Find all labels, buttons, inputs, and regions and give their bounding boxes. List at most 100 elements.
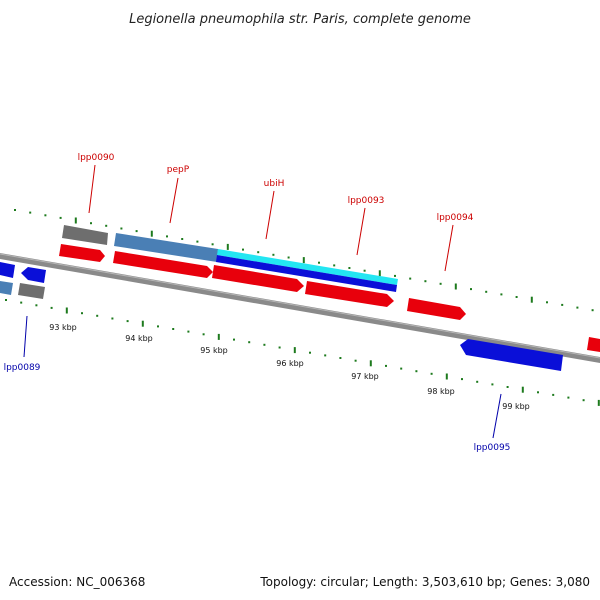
minor-tick [5, 299, 7, 301]
minor-tick [470, 288, 472, 291]
highlight-ubiH-cyan [217, 249, 398, 285]
major-tick [445, 373, 448, 380]
scale-label: 93 kbp [49, 323, 77, 332]
major-tick [150, 230, 153, 237]
minor-tick [476, 380, 479, 383]
gene-label-lpp0093[interactable]: lpp0093 [348, 196, 385, 206]
accession-text: Accession: NC_006368 [9, 575, 145, 589]
minor-tick [354, 359, 357, 362]
minor-tick [248, 341, 251, 344]
minor-tick [537, 391, 539, 394]
gene-label-ubiH[interactable]: ubiH [264, 179, 285, 189]
major-tick [226, 243, 229, 250]
minor-tick [59, 216, 62, 219]
gene-lpp0095-arrow[interactable] [460, 339, 563, 371]
minor-tick [415, 370, 418, 373]
minor-tick [272, 253, 275, 256]
gene-lpp0089-pseudo[interactable] [18, 283, 45, 299]
major-tick [378, 270, 381, 277]
minor-tick [567, 396, 570, 399]
minor-tick [181, 238, 184, 240]
minor-tick [430, 372, 433, 375]
gene-forward-partial[interactable] [587, 337, 600, 352]
minor-tick [363, 269, 366, 272]
minor-tick [424, 280, 427, 283]
major-tick [369, 360, 372, 367]
gene-reverse-partial[interactable] [0, 262, 15, 278]
minor-tick [591, 309, 594, 312]
minor-tick [576, 306, 579, 309]
minor-tick [157, 325, 159, 328]
gene-label-lpp0094[interactable]: lpp0094 [437, 213, 474, 223]
leader-pepP [169, 177, 179, 224]
major-tick [597, 399, 600, 406]
scale-labels: 93 kbp 94 kbp 95 kbp 96 kbp 97 kbp 98 kbp 99 k… [49, 323, 530, 411]
minor-tick [552, 393, 555, 396]
gene-lpp0090-feature[interactable] [62, 225, 108, 245]
minor-tick [257, 251, 260, 254]
feature-track [0, 225, 600, 371]
minor-tick [196, 240, 199, 243]
minor-tick [105, 224, 108, 227]
gene-label-lpp0089[interactable]: lpp0089 [4, 363, 41, 373]
minor-tick [111, 317, 114, 320]
minor-tick [409, 277, 412, 280]
gene-label-lpp0095[interactable]: lpp0095 [474, 443, 511, 453]
gene-reverse-small[interactable] [21, 267, 46, 283]
minor-tick [29, 211, 32, 214]
gene-lpp0093-arrow[interactable] [305, 281, 394, 307]
minor-tick [172, 328, 175, 330]
minor-tick [242, 248, 244, 251]
topology-text: Topology: circular; Length: 3,503,610 bp… [259, 575, 590, 589]
gene-lpp0094-arrow[interactable] [407, 298, 466, 320]
minor-tick [187, 330, 190, 333]
major-tick [521, 386, 524, 393]
scale-label: 97 kbp [351, 372, 379, 381]
minor-tick [339, 357, 342, 359]
genome-title: Legionella pneumophila str. Paris, compl… [129, 12, 471, 27]
gene-labels: lpp0089 lpp0090 pepP ubiH lpp0093 lpp009… [4, 153, 511, 453]
minor-tick [309, 351, 311, 354]
minor-tick [348, 267, 351, 269]
leader-lpp0095 [492, 393, 502, 439]
backbone-highlight [0, 253, 600, 359]
scale-label: 94 kbp [125, 334, 153, 343]
minor-tick [515, 296, 518, 298]
gene-ubiH-arrow[interactable] [212, 265, 304, 292]
minor-tick [439, 282, 442, 285]
minor-tick [233, 338, 235, 341]
minor-tick [546, 301, 548, 304]
minor-tick [90, 222, 92, 225]
major-tick [530, 296, 533, 303]
minor-tick [120, 227, 123, 230]
gene-label-pepP[interactable]: pepP [167, 165, 190, 175]
gene-label-lpp0090[interactable]: lpp0090 [78, 153, 115, 163]
major-tick [302, 257, 305, 264]
gene-pepP-arrow[interactable] [113, 251, 213, 278]
major-tick [141, 320, 144, 327]
scale-label: 99 kbp [502, 402, 530, 411]
minor-tick [278, 346, 281, 349]
minor-tick [461, 378, 463, 381]
minor-tick [202, 333, 205, 336]
minor-tick [385, 364, 387, 367]
minor-tick [506, 386, 509, 388]
minor-tick [318, 261, 320, 264]
scale-label: 98 kbp [427, 387, 455, 396]
highlight-ubiH-blue [216, 255, 397, 292]
minor-tick [166, 235, 168, 238]
major-tick [217, 333, 220, 340]
minor-tick [333, 264, 336, 267]
leader-lpp0090 [88, 164, 96, 214]
leader-lpp0093 [356, 207, 366, 256]
minor-tick [500, 293, 503, 296]
gene-reverse-steel[interactable] [0, 281, 13, 295]
gene-forward-arrow[interactable] [59, 244, 105, 262]
leader-lpp0089 [23, 315, 28, 358]
minor-tick [14, 209, 16, 211]
minor-tick [211, 243, 214, 246]
outer-tick-track [14, 209, 594, 312]
minor-tick [287, 256, 290, 259]
major-tick [65, 307, 68, 314]
